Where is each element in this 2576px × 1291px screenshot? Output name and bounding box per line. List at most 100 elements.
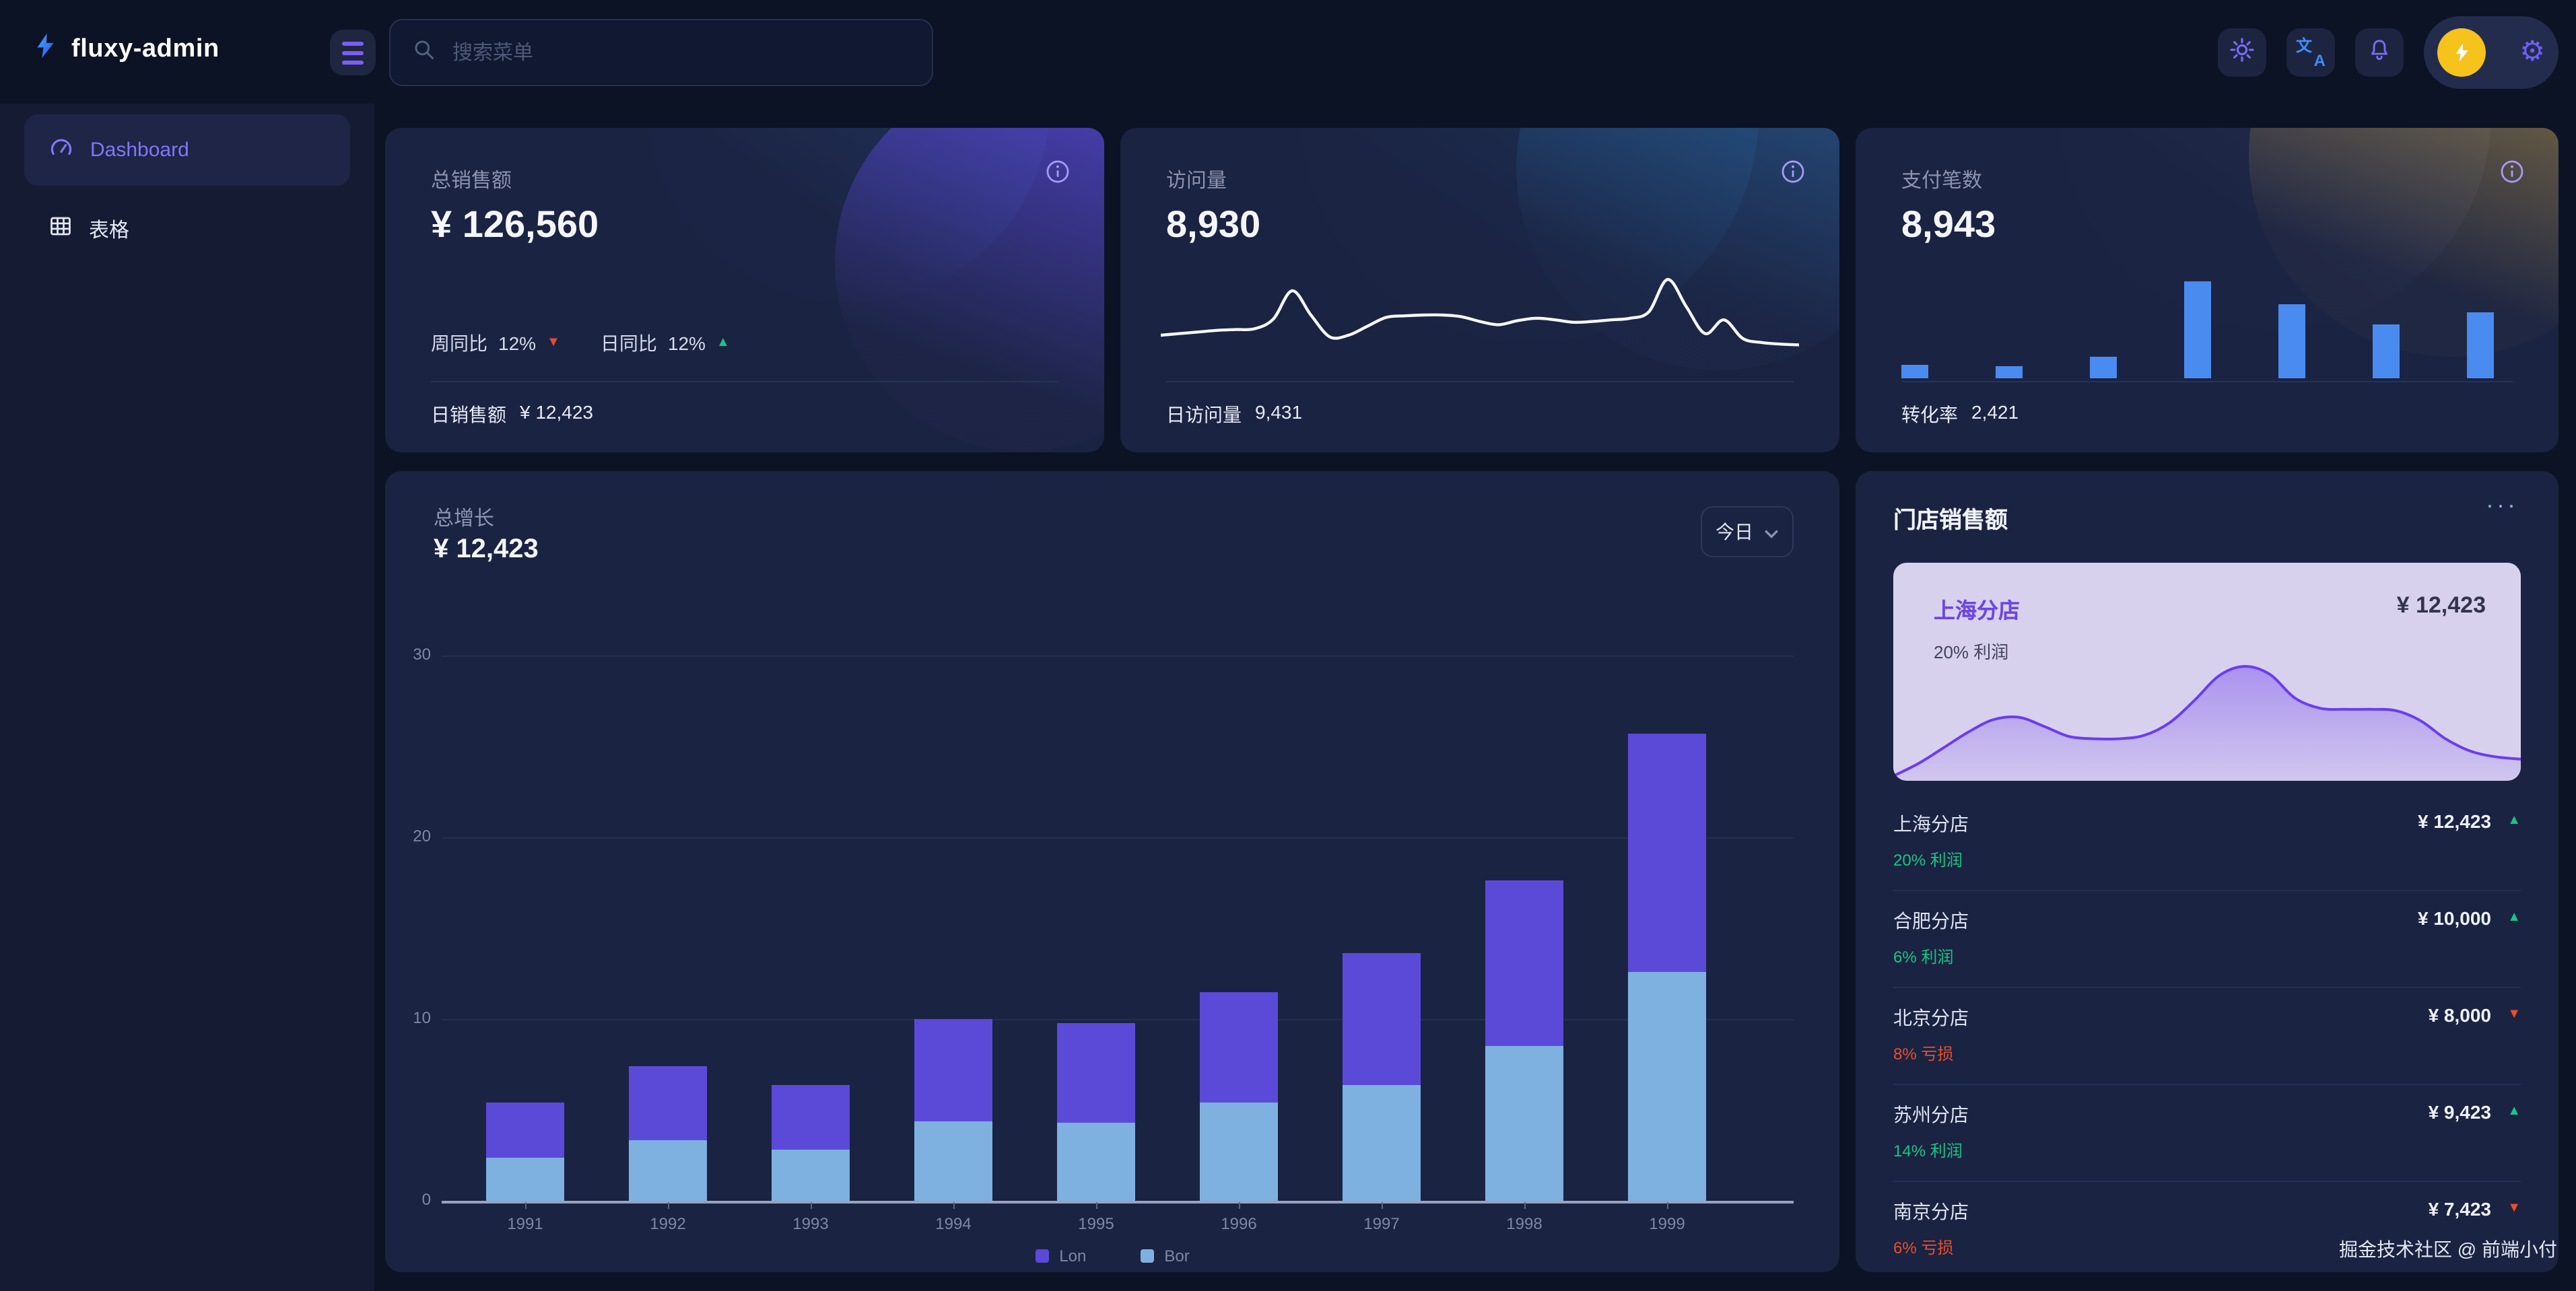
compare-label: 周同比: [431, 333, 487, 354]
user-menu[interactable]: ⚙: [2424, 15, 2558, 88]
payments-bar-chart: [1896, 273, 2534, 378]
stat-value: ¥ 126,560: [431, 203, 599, 245]
store-value: ¥ 8,000: [2428, 1004, 2491, 1026]
x-axis-tick: [811, 1202, 812, 1209]
day-compare: 日同比 12% ▲: [601, 330, 730, 357]
info-icon[interactable]: [2498, 158, 2526, 193]
featured-store-card[interactable]: 上海分店 ¥ 12,423 20% 利润: [1893, 563, 2521, 781]
dashboard-gauge-icon: [48, 134, 74, 166]
bar-segment-bor: [1057, 1122, 1135, 1201]
stat-card-payments: 支付笔数 8,943 转化率 2,421: [1856, 128, 2558, 452]
legend-item-lon[interactable]: Lon: [1035, 1247, 1086, 1265]
store-sales-panel: 门店销售额 ··· 上海分店 ¥ 12,423 20% 利润 上海分店 ¥ 12,…: [1856, 471, 2558, 1272]
bar-segment-lon: [1200, 991, 1278, 1103]
legend-label: Lon: [1059, 1247, 1087, 1265]
y-axis-tick-label: 10: [413, 1008, 431, 1027]
store-profit-label: 20% 利润: [1893, 851, 1963, 870]
stat-card-visits: 访问量 8,930 日访问量 9,431: [1120, 128, 1839, 452]
x-axis-tick: [953, 1202, 955, 1209]
legend-item-bor[interactable]: Bor: [1140, 1247, 1190, 1265]
legend-label: Bor: [1164, 1247, 1190, 1265]
sidebar-item-table[interactable]: 表格: [24, 201, 350, 257]
stat-label: 支付笔数: [1901, 170, 1983, 193]
bar-segment-lon: [1485, 880, 1563, 1047]
store-profit-label: 14% 利润: [1893, 1142, 1963, 1160]
store-name: 合肥分店: [1893, 910, 1969, 932]
store-row[interactable]: 北京分店 ¥ 8,000 ▼ 8% 亏损: [1893, 987, 2521, 1084]
chevron-down-icon: [1764, 521, 1779, 543]
period-select[interactable]: 今日: [1701, 506, 1794, 557]
chart-legend: Lon Bor: [385, 1247, 1839, 1265]
search-input[interactable]: [450, 40, 910, 65]
notifications-button[interactable]: [2355, 28, 2404, 76]
bar-segment-bor: [1628, 971, 1706, 1201]
stat-footer: 日访问量 9,431: [1166, 401, 1302, 428]
info-icon[interactable]: [1779, 158, 1807, 193]
footer-value: 9,431: [1255, 401, 1303, 423]
footer-value: ¥ 12,423: [520, 401, 593, 423]
legend-swatch: [1035, 1249, 1049, 1263]
compare-label: 日同比: [600, 333, 657, 354]
store-value: ¥ 7,423: [2428, 1198, 2491, 1220]
mini-bar: [2278, 304, 2305, 378]
store-list: 上海分店 ¥ 12,423 ▲ 20% 利润 合肥分店 ¥ 10,000 ▲ 6% 利润 北京分…: [1893, 794, 2521, 1272]
settings-gear-icon[interactable]: ⚙: [2519, 36, 2545, 67]
x-axis-tick-label: 1994: [935, 1214, 972, 1233]
x-axis-tick: [1524, 1202, 1526, 1209]
more-button[interactable]: ···: [2478, 490, 2526, 521]
panel-title: 门店销售额: [1893, 508, 2008, 533]
featured-store-value: ¥ 12,423: [2396, 592, 2486, 618]
divider: [1901, 381, 2513, 382]
info-icon[interactable]: [1044, 158, 1072, 193]
trend-down-icon: ▼: [2507, 1007, 2521, 1022]
mini-bar: [2090, 357, 2117, 378]
trend-down-icon: ▼: [547, 335, 560, 350]
bar-segment-lon: [914, 1019, 992, 1121]
x-axis-tick-label: 1995: [1078, 1214, 1114, 1233]
store-value: ¥ 12,423: [2418, 810, 2491, 832]
x-axis-tick-label: 1991: [507, 1214, 543, 1233]
logo-lightning-icon: [32, 30, 59, 69]
store-name: 上海分店: [1893, 813, 1969, 835]
store-row[interactable]: 南京分店 ¥ 7,423 ▼ 6% 亏损: [1893, 1181, 2521, 1272]
store-row[interactable]: 苏州分店 ¥ 9,423 ▲ 14% 利润: [1893, 1084, 2521, 1181]
y-axis-tick-label: 20: [413, 827, 431, 845]
trend-up-icon: ▲: [2507, 910, 2521, 925]
table-grid-icon: [48, 213, 73, 244]
mini-bar: [2184, 281, 2211, 378]
theme-toggle-button[interactable]: [2218, 28, 2266, 76]
store-row[interactable]: 合肥分店 ¥ 10,000 ▲ 6% 利润: [1893, 890, 2521, 987]
bell-icon: [2366, 36, 2393, 67]
legend-swatch: [1140, 1249, 1154, 1263]
bar-segment-bor: [914, 1121, 992, 1201]
stat-value: 8,943: [1901, 203, 1996, 245]
x-axis-tick-label: 1996: [1221, 1214, 1257, 1233]
search-box[interactable]: [389, 19, 933, 86]
sidebar: Dashboard 表格: [0, 0, 374, 1291]
menu-toggle-button[interactable]: [330, 30, 376, 75]
y-axis-tick-label: 30: [413, 645, 431, 664]
avatar: [2437, 28, 2486, 76]
stacked-bar-chart: 0 10 20 30 1991 1992 1993 1994 1995 1996 1997 1998 1…: [385, 471, 1839, 1272]
x-axis-tick-label: 1999: [1649, 1214, 1685, 1233]
sidebar-item-dashboard[interactable]: Dashboard: [24, 114, 350, 186]
stat-footer: 日销售额 ¥ 12,423: [431, 401, 593, 428]
bar-segment-lon: [1343, 953, 1421, 1085]
bar-segment-bor: [1343, 1084, 1421, 1201]
x-axis-tick: [668, 1202, 669, 1209]
divider: [1166, 381, 1794, 382]
sidebar-item-label: Dashboard: [90, 139, 189, 162]
gridline: [442, 1019, 1794, 1020]
trend-up-icon: ▲: [716, 335, 730, 350]
gridline: [442, 837, 1794, 839]
chart-title: 总增长: [434, 508, 495, 530]
bar-segment-bor: [772, 1150, 850, 1201]
x-axis-tick: [1667, 1202, 1668, 1209]
store-value: ¥ 10,000: [2418, 907, 2491, 929]
mini-bar: [1996, 366, 2023, 378]
store-row[interactable]: 上海分店 ¥ 12,423 ▲ 20% 利润: [1893, 794, 2521, 890]
store-name: 北京分店: [1893, 1007, 1969, 1028]
store-value: ¥ 9,423: [2428, 1101, 2491, 1123]
